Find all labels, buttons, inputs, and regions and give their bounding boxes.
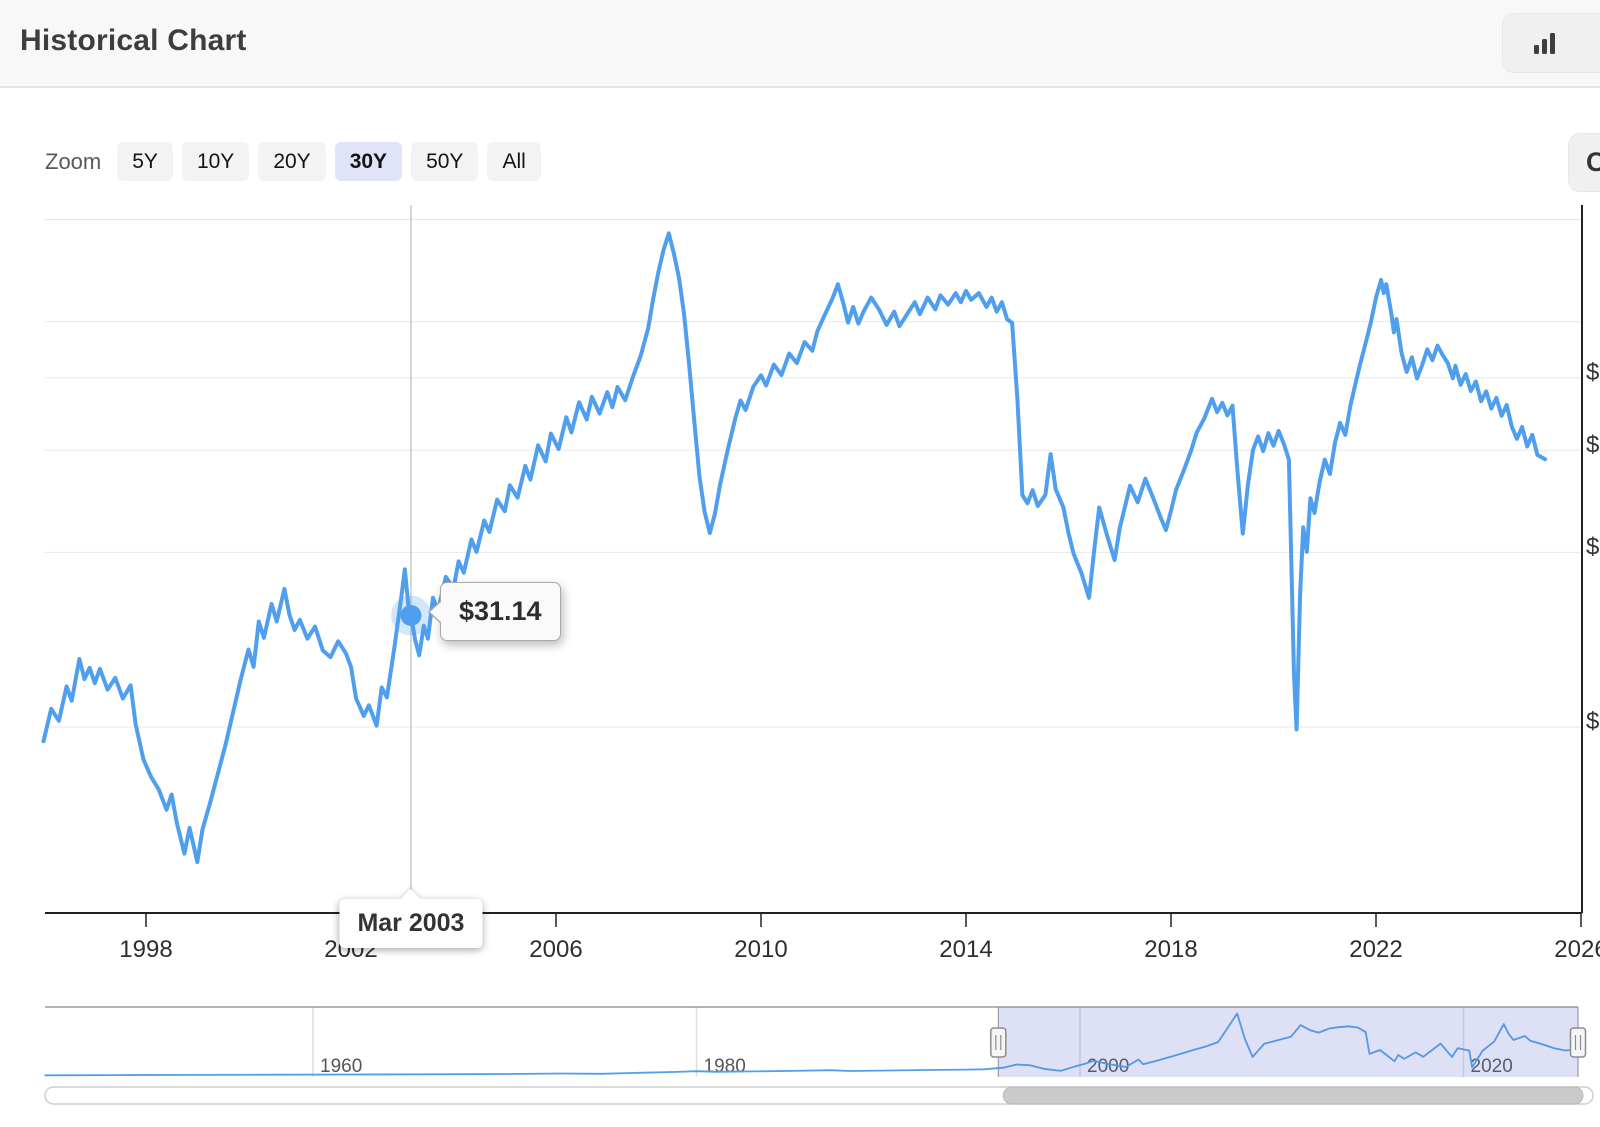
x-axis-label: 2006 [529, 936, 582, 963]
navigator-right-handle[interactable] [1569, 1027, 1587, 1058]
zoom-button-5y[interactable]: 5Y [117, 142, 173, 182]
y-axis-label: $ [1586, 533, 1599, 560]
navigator-line-series [44, 1012, 1577, 1077]
zoom-label: Zoom [45, 148, 102, 174]
zoom-button-10y[interactable]: 10Y [181, 142, 250, 182]
navigator-left-handle[interactable] [990, 1027, 1007, 1058]
chart-type-button[interactable] [1502, 13, 1600, 73]
x-axis-label: 2014 [939, 936, 992, 963]
y-axis-label: $ [1586, 359, 1599, 386]
header: Historical Chart [0, 0, 1600, 88]
zoom-button-all[interactable]: All [487, 142, 541, 182]
price-line-series[interactable] [41, 231, 1548, 864]
y-axis-label: $ [1586, 708, 1599, 735]
zoom-button-30y[interactable]: 30Y [334, 142, 403, 182]
navigator-axis-label: 2020 [1471, 1056, 1513, 1077]
x-axis-label: 2026 [1554, 936, 1600, 963]
highlight-marker[interactable] [400, 604, 422, 626]
zoom-toolbar: Zoom 5Y 10Y 20Y 30Y 50Y All [45, 142, 550, 182]
y-axis-label: $ [1586, 431, 1599, 458]
x-axis-label: 2018 [1144, 936, 1197, 963]
page-title: Historical Chart [20, 24, 247, 57]
bar-chart-icon [1534, 32, 1555, 54]
navigator-axis-label: 1980 [704, 1056, 746, 1077]
date-tooltip-value: Mar 2003 [357, 909, 465, 937]
navigator-axis-label: 1960 [320, 1056, 362, 1077]
zoom-button-group: 5Y 10Y 20Y 30Y 50Y All [117, 142, 550, 182]
partial-right-button[interactable]: C [1568, 133, 1600, 192]
price-tooltip-value: $31.14 [458, 596, 542, 627]
scrollbar-thumb[interactable] [1002, 1086, 1584, 1105]
x-axis-label: 2010 [734, 936, 787, 963]
date-tooltip: Mar 2003 [339, 899, 483, 948]
navigator-selected-mask[interactable] [998, 1007, 1578, 1077]
zoom-button-20y[interactable]: 20Y [258, 142, 326, 182]
x-axis-label: 2022 [1349, 936, 1402, 963]
zoom-button-50y[interactable]: 50Y [411, 142, 479, 182]
x-axis-label: 1998 [119, 936, 172, 963]
price-tooltip: $31.14 [427, 582, 561, 642]
